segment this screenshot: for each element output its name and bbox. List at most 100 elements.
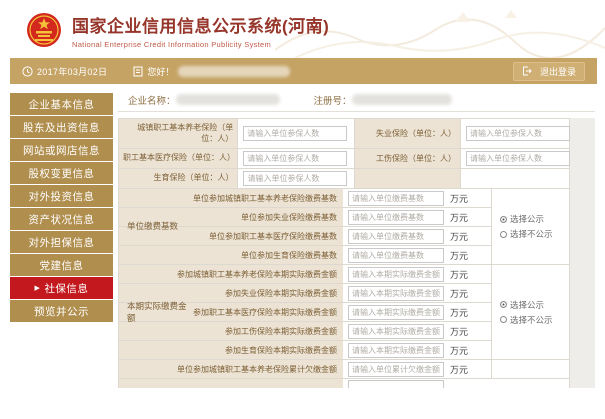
blurred-username: [178, 65, 291, 77]
site-subtitle: National Enterprise Credit Information P…: [72, 40, 272, 49]
sidebar-item-preview-publish[interactable]: 预览并公示: [10, 300, 113, 322]
radio-label: 选择不公示: [510, 314, 553, 325]
pension-base-label: 单位参加城镇职工基本养老保险缴费基数: [119, 189, 343, 207]
empty-value-cell: [461, 169, 570, 188]
pension-actual-label: 参加城镇职工基本养老保险本期实际缴费金额: [119, 265, 343, 283]
pension-base-input[interactable]: [348, 190, 444, 206]
sidebar-item-outbound-investment[interactable]: 对外投资信息: [10, 185, 113, 207]
table-row: 参加工伤保险本期实际缴费金额 万元: [119, 322, 491, 341]
radio-option-publicize[interactable]: 选择公示: [500, 299, 569, 311]
unemployment-insured-input[interactable]: [466, 126, 570, 141]
social-insurance-form: 城镇职工基本养老保险（单位：人） 失业保险（单位：人） 职工基本医疗保险（单位：…: [118, 118, 570, 388]
blurred-registration-number: [351, 94, 452, 105]
site-header: 国家企业信用信息公示系统(河南) National Enterprise Cre…: [0, 0, 605, 58]
unemployment-insured-label: 失业保险（单位：人）: [354, 119, 461, 148]
table-row: 参加失业保险本期实际缴费金额 万元: [119, 284, 491, 303]
toolbar: 2017年03月02日 您好！ 退出登录: [10, 58, 597, 84]
pension-arrears-input[interactable]: [348, 361, 444, 377]
base-publicity-radio-group: 选择公示 选择不公示: [491, 189, 569, 265]
pension-insured-input[interactable]: [243, 126, 348, 141]
injury-insured-input[interactable]: [466, 151, 570, 166]
pension-arrears-label: 单位参加城镇职工基本养老保险累计欠缴金额: [119, 360, 343, 378]
table-row: 单位参加生育保险缴费基数 万元: [119, 246, 491, 265]
radio-option-not-publicize[interactable]: 选择不公示: [500, 228, 569, 240]
payment-base-group-label: 单位缴费基数: [127, 221, 179, 232]
sidebar-item-label: 社保信息: [44, 282, 89, 295]
maternity-actual-label: 参加生育保险本期实际缴费金额: [119, 341, 343, 359]
radio-option-not-publicize[interactable]: 选择不公示: [500, 314, 569, 326]
unit-wanyuan: 万元: [450, 250, 469, 261]
logout-icon: [522, 66, 532, 76]
injury-actual-input[interactable]: [348, 323, 444, 339]
empty-label-cell: [119, 379, 343, 388]
table-row: 参加城镇职工基本养老保险本期实际缴费金额 万元: [119, 265, 491, 284]
medical-actual-input[interactable]: [348, 304, 444, 320]
sidebar-item-shareholders[interactable]: 股东及出资信息: [10, 116, 113, 138]
medical-actual-label: 参加职工基本医疗保险本期实际缴费金额: [119, 303, 343, 321]
sidebar-item-assets[interactable]: 资产状况信息: [10, 208, 113, 230]
table-row-partial: [119, 379, 569, 388]
sidebar-item-basic-info[interactable]: 企业基本信息: [10, 93, 113, 115]
maternity-actual-input[interactable]: [348, 342, 444, 358]
arrears-radio-area: [491, 360, 569, 379]
radio-option-publicize[interactable]: 选择公示: [500, 213, 569, 225]
actual-payment-group-label: 本期实际缴费金额: [127, 301, 187, 323]
table-row: 参加职工基本医疗保险本期实际缴费金额 万元: [119, 303, 491, 322]
logout-label: 退出登录: [539, 66, 576, 77]
partial-cutoff-input[interactable]: [348, 379, 444, 388]
sidebar-item-party-building[interactable]: 党建信息: [10, 254, 113, 276]
unit-wanyuan: 万元: [450, 231, 469, 242]
table-row: 职工基本医疗保险（单位：人） 工伤保险（单位：人）: [119, 149, 570, 169]
pension-actual-input[interactable]: [348, 266, 444, 282]
medical-insured-input[interactable]: [243, 151, 348, 166]
medical-insured-label: 职工基本医疗保险（单位：人）: [119, 149, 239, 168]
current-date: 2017年03月02日: [37, 66, 108, 77]
maternity-base-label: 单位参加生育保险缴费基数: [119, 246, 343, 264]
unit-wanyuan: 万元: [450, 364, 469, 375]
radio-selected-icon: [500, 215, 507, 223]
radio-label: 选择公示: [510, 214, 545, 224]
main-panel: 企业名称： 注册号： 城镇职工基本养老保险（单位：人） 失业保险（单位：人） 职…: [118, 88, 595, 388]
sidebar-item-equity-change[interactable]: 股权变更信息: [10, 162, 113, 184]
sidebar-item-guarantees[interactable]: 对外担保信息: [10, 231, 113, 253]
table-row: 单位参加职工基本医疗保险缴费基数 万元: [119, 227, 491, 246]
table-row: 单位参加城镇职工基本养老保险缴费基数 万元: [119, 189, 491, 208]
unit-wanyuan: 万元: [450, 269, 469, 280]
radio-label: 选择公示: [510, 299, 545, 310]
unemployment-actual-label: 参加失业保险本期实际缴费金额: [119, 284, 343, 302]
unit-wanyuan: 万元: [450, 307, 469, 318]
radio-selected-icon: [500, 301, 507, 308]
company-name-label: 企业名称：: [128, 95, 176, 107]
unemployment-base-input[interactable]: [348, 209, 444, 225]
blurred-company-name: [175, 94, 280, 105]
unemployment-base-label: 单位参加失业保险缴费基数: [119, 208, 343, 226]
actual-publicity-radio-group: 选择公示 选择不公示: [491, 265, 569, 360]
sidebar-item-social-insurance[interactable]: ▶ 社保信息: [10, 277, 113, 299]
site-title: 国家企业信用信息公示系统(河南): [72, 17, 330, 36]
actual-payment-section: 本期实际缴费金额 参加城镇职工基本养老保险本期实际缴费金额 万元 参加失业保险本…: [119, 265, 569, 360]
active-arrow-icon: ▶: [34, 285, 41, 292]
unemployment-actual-input[interactable]: [348, 285, 444, 301]
table-row: 参加生育保险本期实际缴费金额 万元: [119, 341, 491, 360]
unit-wanyuan: 万元: [450, 193, 469, 204]
table-row: 单位参加城镇职工基本养老保险累计欠缴金额 万元: [119, 360, 491, 379]
unit-wanyuan: 万元: [450, 212, 469, 223]
greeting-text: 您好！: [147, 66, 175, 77]
unit-wanyuan: 万元: [450, 345, 469, 356]
injury-actual-label: 参加工伤保险本期实际缴费金额: [119, 322, 343, 340]
unit-wanyuan: 万元: [450, 288, 469, 299]
maternity-insured-input[interactable]: [243, 171, 348, 186]
maternity-base-input[interactable]: [348, 247, 444, 263]
sidebar-item-website[interactable]: 网站或网店信息: [10, 139, 113, 161]
unit-wanyuan: 万元: [450, 326, 469, 337]
payment-base-section: 单位缴费基数 单位参加城镇职工基本养老保险缴费基数 万元 单位参加失业保险缴费基…: [119, 189, 569, 265]
arrears-section: 单位参加城镇职工基本养老保险累计欠缴金额 万元: [119, 360, 569, 379]
injury-insured-label: 工伤保险（单位：人）: [354, 149, 461, 168]
logout-button[interactable]: 退出登录: [512, 61, 585, 81]
medical-base-input[interactable]: [348, 228, 444, 244]
empty-label-cell: [354, 169, 462, 188]
user-badge-icon: [133, 66, 143, 77]
pension-insured-label: 城镇职工基本养老保险（单位：人）: [119, 119, 239, 148]
maternity-insured-label: 生育保险（单位：人）: [119, 169, 239, 188]
registration-number-label: 注册号：: [313, 95, 352, 107]
